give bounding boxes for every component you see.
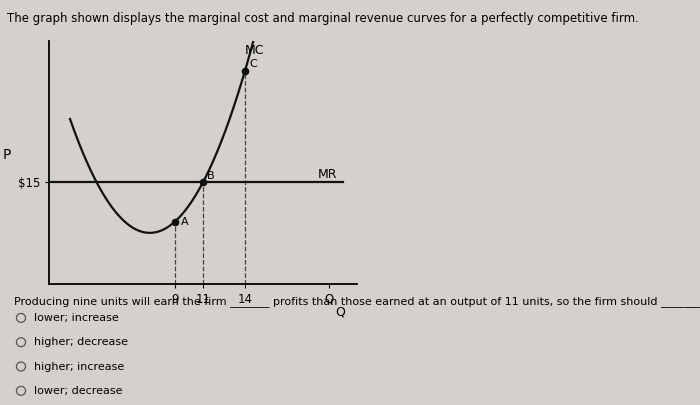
Text: higher; increase: higher; increase (34, 362, 124, 371)
Text: The graph shown displays the marginal cost and marginal revenue curves for a per: The graph shown displays the marginal co… (7, 12, 639, 25)
Text: C: C (249, 60, 257, 69)
Text: lower; increase: lower; increase (34, 313, 118, 323)
Text: Q: Q (335, 305, 345, 318)
Text: Producing nine units will earn the firm _______ profits than those earned at an : Producing nine units will earn the firm … (14, 296, 700, 307)
Text: MR: MR (318, 168, 337, 181)
Text: B: B (207, 171, 215, 181)
Text: higher; decrease: higher; decrease (34, 337, 127, 347)
Text: lower; decrease: lower; decrease (34, 386, 122, 396)
Text: MC: MC (245, 44, 265, 57)
Y-axis label: P: P (2, 148, 10, 162)
Text: A: A (181, 217, 188, 227)
